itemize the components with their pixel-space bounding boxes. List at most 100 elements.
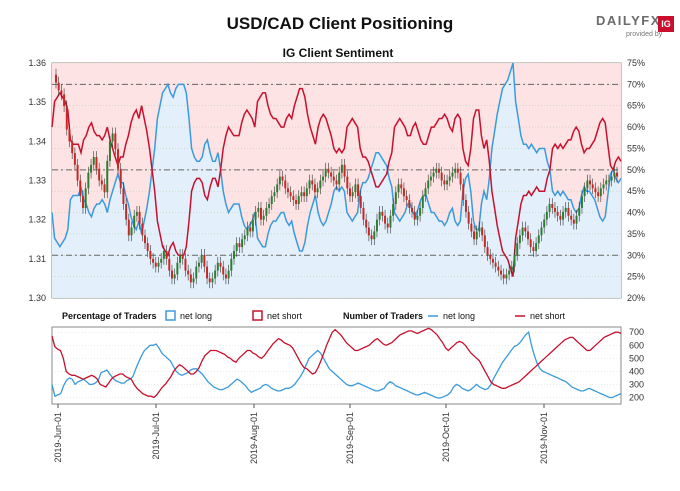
candle-body [319,180,322,189]
candle-body [365,219,368,228]
candle-body [146,243,149,251]
candle-body [481,227,484,236]
candle-body [303,192,306,197]
candle-body [489,254,492,259]
candle-body [76,164,79,181]
candle-body [141,223,144,236]
candle-body [567,207,570,216]
candle-body [270,196,273,204]
price-tick-label: 1.35 [28,97,46,107]
candle-body [424,188,427,197]
candle-body [165,251,168,259]
x-tick-label: 2019-Oct-01 [441,412,451,462]
candle-body [446,180,449,185]
candle-body [572,219,575,224]
pct-tick-label: 45% [627,186,645,196]
logo-text: DAILYFX [596,13,661,28]
candle-body [559,215,562,220]
candle-body [203,254,206,267]
candle-body [251,219,254,232]
candle-body [440,172,443,181]
candle-body [386,223,389,228]
candle-body [292,196,295,201]
candle-body [162,251,165,259]
candle-body [564,207,567,212]
candle-body [475,231,478,240]
legend-short-swatch [252,310,263,321]
candle-body [605,180,608,185]
candle-body [518,235,521,244]
price-tick-label: 1.30 [28,293,46,303]
candle-body [230,258,233,271]
candle-body [610,176,613,181]
candle-body [491,258,494,263]
candle-body [421,196,424,208]
candle-body [111,133,114,142]
candle-body [125,204,128,220]
candle-body [214,270,217,279]
candle-body [305,188,308,197]
candle-body [384,215,387,224]
candle-body [429,176,432,181]
candle-body [521,227,524,236]
candle-body [100,180,103,185]
candle-body [79,180,82,197]
candle-body [152,258,155,263]
candle-body [133,215,136,228]
candle-body [607,180,610,182]
candle-body [322,176,325,181]
candle-body [348,188,351,197]
candle-body [370,235,373,240]
candle-body [486,247,489,255]
candle-body [432,172,435,177]
candle-body [295,200,298,204]
candle-body [532,247,535,251]
candle-body [257,207,260,212]
legend-short-label: net short [267,311,303,321]
candle-body [117,149,120,169]
candle-body [243,235,246,240]
legend-long-swatch [165,310,176,321]
candle-body [556,211,559,216]
candle-body [378,211,381,220]
candle-body [276,184,279,193]
pct-tick-label: 20% [627,293,645,303]
candle-body [149,251,152,259]
candle-body [200,254,203,263]
candle-body [57,82,60,91]
candle-body [351,192,354,197]
ig-badge-icon: IG [658,16,674,32]
candle-body [583,188,586,197]
candle-body [108,141,111,161]
count-tick-label: 200 [629,392,644,402]
candle-body [98,168,101,181]
logo-subtext: provided by [626,31,663,38]
count-tick-label: 300 [629,379,644,389]
candle-body [394,192,397,204]
pct-tick-label: 55% [627,143,645,153]
candle-body [343,164,346,177]
candle-body [216,262,219,271]
net-long-area [52,63,621,298]
candle-body [537,235,540,244]
candle-body [176,262,179,275]
candle-body [308,180,311,189]
candle-body [526,231,529,240]
legend-num-title: Number of Traders [343,311,423,321]
candle-body [335,180,338,185]
candle-body [505,274,508,279]
candle-body [122,188,125,204]
candle-body [114,133,117,150]
candle-body [227,270,230,279]
candle-body [222,266,225,275]
candle-body [551,204,554,208]
count-tick-label: 600 [629,340,644,350]
candle-body [591,184,594,189]
candle-body [448,176,451,181]
trader-count-net-long-line [51,330,622,399]
candle-body [208,278,211,283]
candle-body [502,274,505,279]
candle-body [268,204,271,208]
candle-body [575,215,578,224]
candle-body [540,227,543,236]
